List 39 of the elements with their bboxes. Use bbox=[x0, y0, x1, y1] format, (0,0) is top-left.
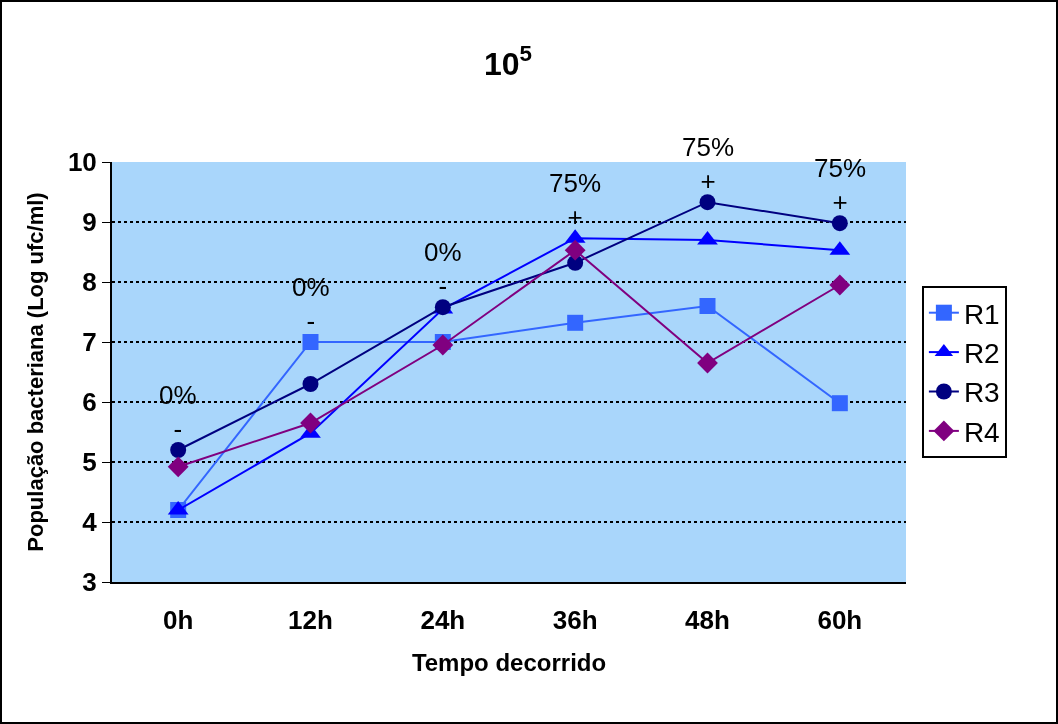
x-tick-label: 36h bbox=[552, 605, 598, 636]
point bbox=[432, 334, 454, 356]
point bbox=[564, 239, 586, 261]
annotation: 0% - bbox=[292, 272, 330, 336]
y-tick-label: 6 bbox=[82, 387, 97, 418]
legend-label: R3 bbox=[963, 377, 1000, 409]
legend-label: R1 bbox=[963, 298, 1000, 330]
point bbox=[829, 274, 851, 296]
annotation: 75% + bbox=[682, 132, 735, 196]
y-tick-label: 9 bbox=[82, 207, 97, 238]
point bbox=[699, 194, 716, 211]
x-tick-label: 60h bbox=[817, 605, 863, 636]
y-tick-label: 10 bbox=[67, 147, 97, 178]
point bbox=[302, 376, 319, 392]
annotation: 0% - bbox=[424, 237, 462, 301]
point bbox=[697, 352, 718, 374]
y-tick-label: 3 bbox=[82, 567, 97, 598]
point bbox=[300, 412, 321, 434]
legend-label: R4 bbox=[963, 416, 1000, 448]
chart-title: 10$^{5}$ bbox=[483, 41, 532, 82]
x-tick-label: 0h bbox=[163, 605, 194, 636]
legend-label: R2 bbox=[963, 338, 1000, 370]
x-tick-label: 24h bbox=[420, 605, 466, 636]
point bbox=[831, 395, 848, 412]
point bbox=[170, 442, 187, 458]
point bbox=[831, 215, 848, 232]
y-tick-label: 7 bbox=[82, 327, 97, 358]
x-tick-label: 12h bbox=[288, 605, 333, 636]
y-tick-label: 8 bbox=[82, 267, 97, 298]
y-axis-title: População bacteriana (Log ufc/ml) bbox=[23, 192, 49, 552]
point bbox=[699, 298, 716, 314]
annotation: 75% + bbox=[814, 153, 867, 217]
y-tick-label: 5 bbox=[82, 447, 97, 478]
y-tick-label: 4 bbox=[82, 507, 98, 538]
point bbox=[567, 314, 584, 331]
point bbox=[167, 456, 189, 478]
x-tick-label: 48h bbox=[685, 605, 730, 636]
x-axis-title: Tempo decorrido bbox=[411, 649, 607, 676]
point bbox=[302, 334, 319, 350]
